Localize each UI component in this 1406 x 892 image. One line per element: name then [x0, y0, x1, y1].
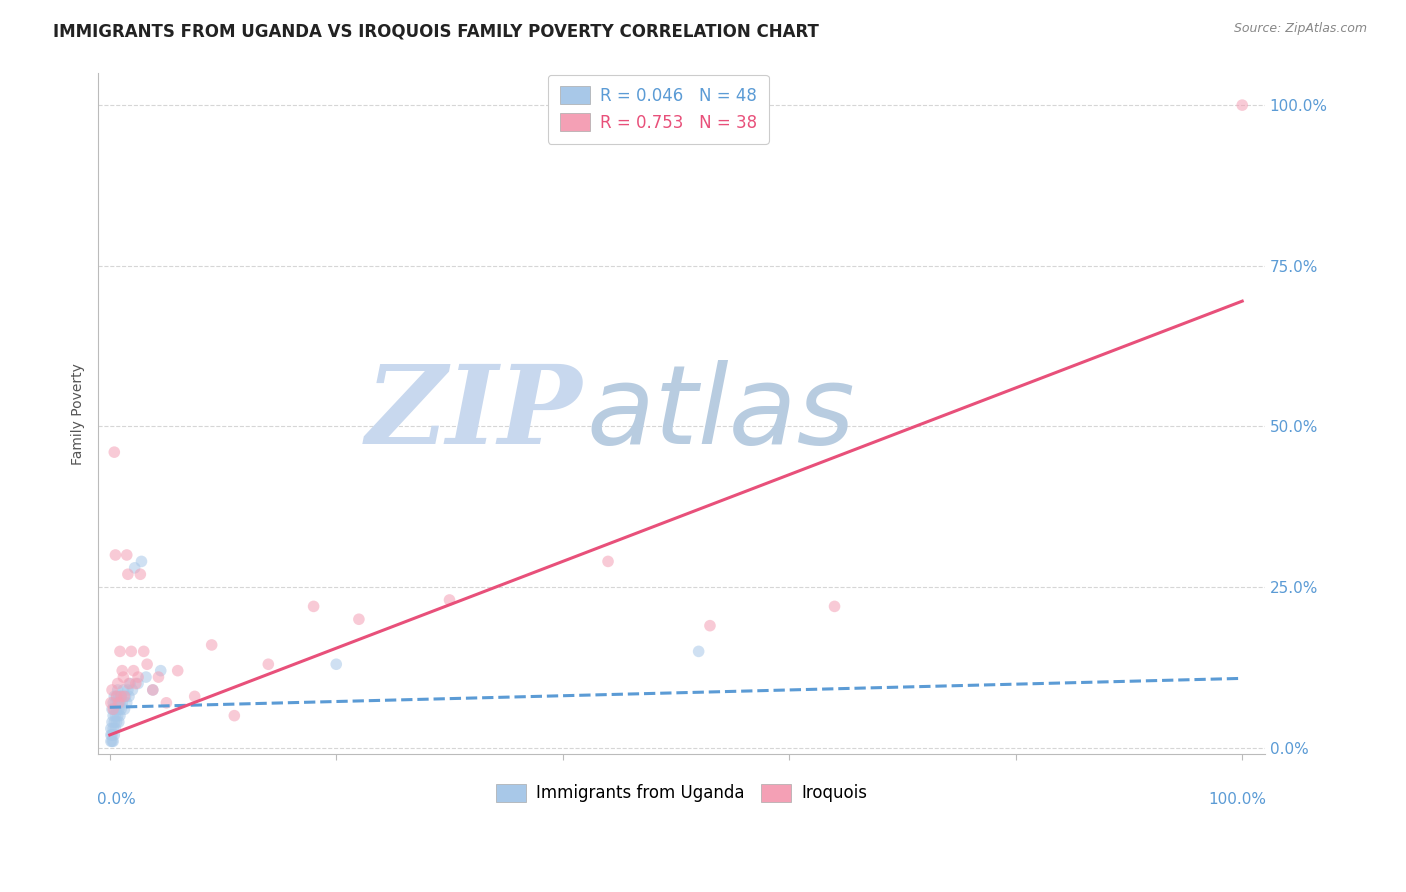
Text: atlas: atlas — [586, 360, 855, 467]
Point — [101, 708, 124, 723]
Point — [155, 696, 177, 710]
Point — [183, 690, 205, 704]
Point — [105, 715, 128, 730]
Point — [100, 728, 122, 742]
Point — [107, 696, 129, 710]
Point — [103, 690, 125, 704]
Point — [101, 702, 124, 716]
Point — [108, 696, 131, 710]
Point — [101, 728, 124, 742]
Point — [101, 682, 124, 697]
Point — [127, 676, 149, 690]
Point — [125, 676, 148, 690]
Point — [112, 670, 135, 684]
Point — [824, 599, 846, 614]
Point — [115, 696, 138, 710]
Point — [101, 734, 124, 748]
Point — [121, 682, 143, 697]
Point — [104, 548, 127, 562]
Point — [114, 690, 136, 704]
Point — [596, 554, 619, 568]
Point — [108, 696, 131, 710]
Point — [101, 696, 124, 710]
Point — [111, 664, 134, 678]
Point — [108, 690, 131, 704]
Legend: Immigrants from Uganda, Iroquois: Immigrants from Uganda, Iroquois — [485, 772, 879, 814]
Point — [100, 722, 122, 736]
Point — [224, 708, 246, 723]
Point — [103, 715, 125, 730]
Point — [110, 690, 132, 704]
Point — [107, 682, 129, 697]
Point — [118, 676, 141, 690]
Point — [110, 690, 132, 704]
Point — [115, 548, 138, 562]
Point — [688, 644, 710, 658]
Point — [122, 664, 145, 678]
Point — [101, 702, 124, 716]
Point — [108, 644, 131, 658]
Point — [120, 676, 142, 690]
Text: ZIP: ZIP — [366, 359, 582, 467]
Point — [107, 676, 129, 690]
Point — [108, 702, 131, 716]
Point — [107, 708, 129, 723]
Point — [132, 644, 155, 658]
Point — [1232, 98, 1254, 112]
Point — [142, 682, 165, 697]
Point — [124, 561, 146, 575]
Point — [114, 702, 136, 716]
Point — [117, 682, 139, 697]
Point — [104, 708, 127, 723]
Point — [103, 445, 125, 459]
Point — [302, 599, 325, 614]
Point — [117, 567, 139, 582]
Point — [100, 734, 122, 748]
Text: 0.0%: 0.0% — [97, 792, 136, 806]
Point — [103, 702, 125, 716]
Point — [104, 696, 127, 710]
Point — [108, 715, 131, 730]
Y-axis label: Family Poverty: Family Poverty — [72, 363, 86, 465]
Point — [135, 670, 157, 684]
Point — [149, 664, 172, 678]
Point — [105, 690, 128, 704]
Point — [127, 670, 149, 684]
Point — [142, 682, 165, 697]
Point — [103, 728, 125, 742]
Point — [110, 702, 132, 716]
Point — [101, 722, 124, 736]
Point — [105, 690, 128, 704]
Point — [104, 722, 127, 736]
Point — [699, 618, 721, 632]
Text: 100.0%: 100.0% — [1208, 792, 1265, 806]
Point — [148, 670, 170, 684]
Point — [108, 708, 131, 723]
Text: Source: ZipAtlas.com: Source: ZipAtlas.com — [1233, 22, 1367, 36]
Point — [111, 696, 134, 710]
Point — [100, 696, 122, 710]
Point — [118, 690, 141, 704]
Point — [129, 567, 152, 582]
Point — [101, 715, 124, 730]
Point — [347, 612, 370, 626]
Text: IMMIGRANTS FROM UGANDA VS IROQUOIS FAMILY POVERTY CORRELATION CHART: IMMIGRANTS FROM UGANDA VS IROQUOIS FAMIL… — [53, 22, 820, 40]
Point — [201, 638, 224, 652]
Point — [120, 644, 142, 658]
Point — [114, 690, 136, 704]
Point — [166, 664, 188, 678]
Point — [325, 657, 347, 672]
Point — [112, 682, 135, 697]
Point — [101, 734, 124, 748]
Point — [257, 657, 280, 672]
Point — [136, 657, 159, 672]
Point — [131, 554, 153, 568]
Point — [105, 702, 128, 716]
Point — [439, 593, 461, 607]
